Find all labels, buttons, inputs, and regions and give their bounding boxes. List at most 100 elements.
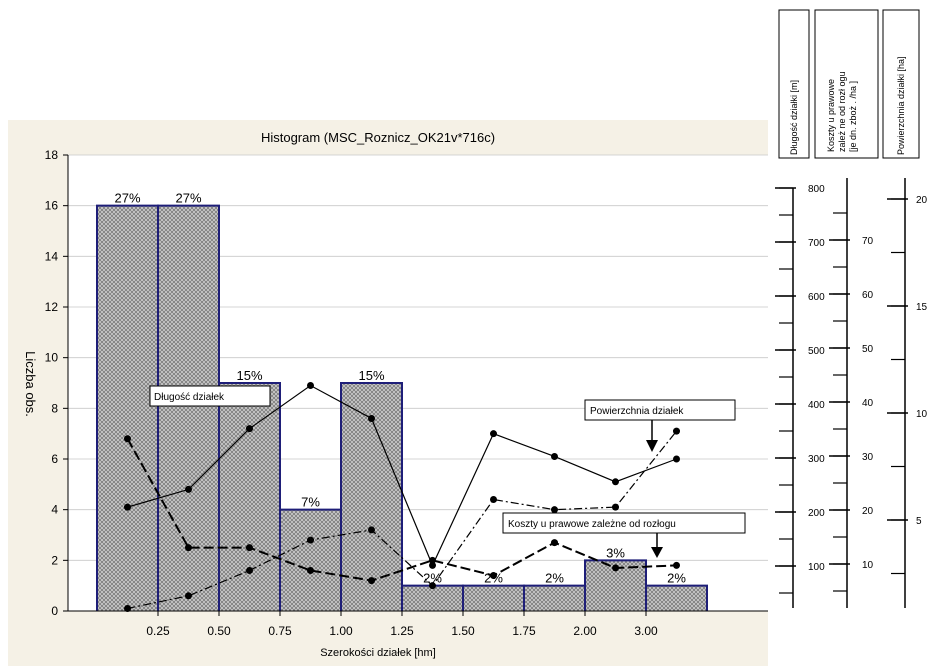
right-axis-title-box-1 — [778, 9, 810, 159]
series-line-1 — [127, 384, 677, 567]
series-1-point-2 — [185, 485, 192, 493]
annotation-dlugosc-text: Długość działek — [154, 392, 225, 403]
right-axis-powierzchnia: 20 15 10 5 — [887, 178, 927, 608]
x-tick-label-0.25: 0.25 — [146, 624, 170, 638]
y-tick-label-18: 18 — [45, 148, 59, 162]
right-axis-1-tick-label-200: 200 — [808, 508, 825, 519]
right-axis-title-2: Koszty u prawowe zależ ne od rozł ogu [j… — [826, 71, 858, 152]
right-axis-1-tick-label-600: 600 — [808, 292, 825, 303]
histogram-bars — [96, 204, 708, 611]
percent-label-4: 7% — [301, 495, 320, 510]
histogram-bar-4 — [280, 509, 341, 611]
right-axis-1-tick-label-400: 400 — [808, 400, 825, 411]
right-axis-1-tick-label-700: 700 — [808, 238, 825, 249]
y-tick-label-8: 8 — [51, 401, 58, 415]
series-1-point-4 — [307, 382, 314, 390]
series-1-point-6 — [429, 561, 436, 569]
x-tick-label-0.75: 0.75 — [268, 624, 292, 638]
x-tick-label-1.75: 1.75 — [512, 624, 536, 638]
right-axis-1-tick-label-300: 300 — [808, 454, 825, 465]
x-tick-label-1.50: 1.50 — [451, 624, 475, 638]
histogram-bar-7 — [463, 585, 524, 611]
y-tick-label-12: 12 — [45, 300, 59, 314]
right-axis-title-box-2 — [814, 9, 879, 159]
y-tick-label-16: 16 — [45, 199, 59, 213]
series-1-point-9 — [612, 478, 619, 486]
series-3-point-1 — [124, 435, 131, 443]
y-tick-label-14: 14 — [45, 249, 59, 263]
y-axis-label: Liczba obs. — [23, 351, 38, 417]
histogram-bar-outline-3 — [218, 382, 281, 611]
histogram-bar-6 — [402, 585, 463, 611]
series-line-3 — [126, 438, 677, 582]
series-2-point-3 — [246, 566, 253, 574]
histogram-bar-3 — [219, 383, 280, 611]
right-axis-3-tick-label-15: 15 — [916, 302, 927, 313]
right-axis-1-tick-label-100: 100 — [808, 562, 825, 573]
series-3-point-10 — [673, 561, 680, 569]
series-1-point-1 — [124, 503, 131, 511]
series-2-point-1 — [124, 604, 131, 612]
series-2-point-9 — [612, 503, 619, 511]
series-2-point-2 — [185, 592, 192, 600]
series-2-point-5 — [368, 526, 375, 534]
series-3-point-8 — [551, 539, 558, 547]
right-axis-title-3: Powierzchnia działki [ha] — [896, 56, 906, 155]
right-axis-2-tick-label-10: 10 — [862, 560, 874, 571]
y-tick-label-4: 4 — [51, 503, 58, 517]
series-2-point-7 — [490, 496, 497, 504]
annotation-koszty-box — [502, 512, 746, 534]
right-axis-title-2-line-3: [je dn. zboż . /ha ] — [848, 81, 858, 152]
annotation-powierzchnia-text: Powierzchnia działek — [590, 406, 684, 417]
y-tick-label-10: 10 — [45, 351, 59, 365]
percent-label-7: 2% — [484, 571, 503, 586]
right-axis-2-tick-label-30: 30 — [862, 452, 874, 463]
histogram-bar-8 — [524, 585, 585, 611]
annotation-koszty-text: Koszty u prawowe zależne od rozłogu — [508, 519, 676, 530]
chart-title: Histogram (MSC_Roznicz_OK21v*716c) — [261, 130, 495, 145]
percent-label-1: 27% — [114, 191, 140, 206]
right-axis-title-2-line-2: zależ ne od rozł ogu — [837, 71, 847, 152]
right-axis-2-tick-label-70: 70 — [862, 236, 874, 247]
annotation-powierzchnia: Powierzchnia działek — [584, 399, 736, 452]
right-axis-title-1: Długość działki [m] — [789, 80, 799, 155]
x-tick-label-0.50: 0.50 — [207, 624, 231, 638]
annotation-powierzchnia-box — [584, 399, 736, 421]
right-axis-1-tick-label-800: 800 — [808, 184, 825, 195]
x-axis-label: Szerokości działek [hm] — [320, 647, 436, 659]
series-3-point-9 — [612, 564, 619, 572]
y-tick-label-6: 6 — [51, 452, 58, 466]
series-2-point-4 — [307, 536, 314, 544]
right-axis-2-tick-label-20: 20 — [862, 506, 874, 517]
series-2-point-6 — [429, 582, 436, 590]
series-1-point-8 — [551, 452, 558, 460]
series-1-point-3 — [246, 425, 253, 433]
right-axis-2-tick-label-60: 60 — [862, 290, 874, 301]
right-axis-dlugosc: 800 700 600 500 400 300 200 100 — [775, 184, 825, 608]
series-1-point-10 — [673, 455, 680, 463]
right-axis-1-tick-label-500: 500 — [808, 346, 825, 357]
annotation-powierzchnia-arrowhead — [646, 440, 658, 452]
histogram-bar-outline-5 — [340, 382, 403, 611]
series-2-point-10 — [673, 427, 680, 435]
annotation-koszty-arrowhead — [651, 547, 663, 558]
right-axis-3-tick-label-5: 5 — [916, 516, 922, 527]
secondary-axes: Długość działki [m] Koszty u prawowe zal… — [775, 9, 927, 608]
right-axis-2-tick-label-50: 50 — [862, 344, 874, 355]
histogram-bar-10 — [646, 585, 707, 611]
right-axis-2-tick-label-40: 40 — [862, 398, 874, 409]
series-line-2 — [127, 430, 677, 610]
right-axis-title-2-line-1: Koszty u prawowe — [826, 79, 836, 152]
x-tick-label-1.00: 1.00 — [329, 624, 353, 638]
y-tick-label-2: 2 — [51, 553, 58, 567]
percent-label-2: 27% — [175, 191, 201, 206]
series-3-point-2 — [185, 544, 192, 552]
right-axis-title-box-3 — [882, 9, 920, 159]
series-2-point-8 — [551, 506, 558, 514]
series-3-point-4 — [307, 566, 314, 574]
histogram-bar-1 — [97, 205, 158, 611]
y-tick-labels: 0 2 4 6 8 10 12 14 16 18 — [45, 148, 68, 618]
series-lines — [124, 382, 680, 612]
series-1-point-7 — [490, 430, 497, 438]
